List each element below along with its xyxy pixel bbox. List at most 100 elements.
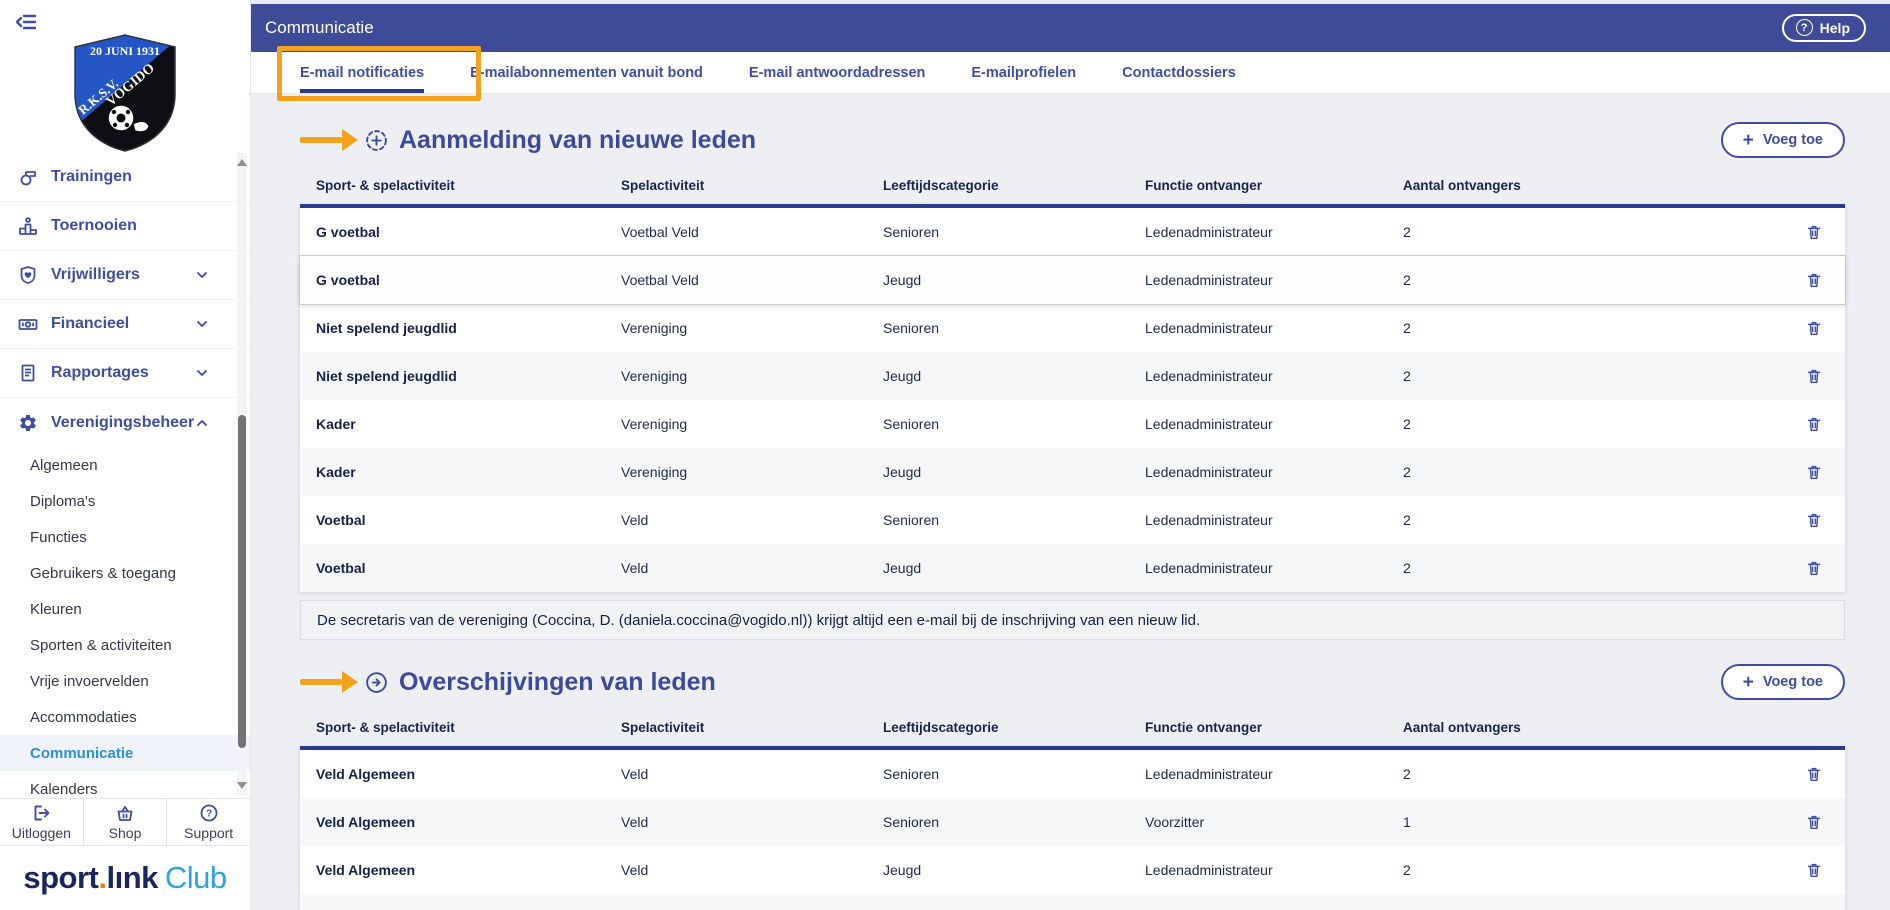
table-row[interactable]: Veld Algemeen Veld Senioren Voorzitter 1 — [300, 798, 1845, 846]
table-row[interactable]: Voetbal Veld Senioren Ledenadministrateu… — [300, 496, 1845, 544]
delete-row-button[interactable] — [1805, 319, 1823, 337]
support-button[interactable]: ? Support — [167, 799, 250, 845]
heart-shield-icon — [18, 265, 38, 285]
sportlink-club-logo: sport. lınk Club — [23, 860, 227, 895]
gear-icon — [18, 413, 38, 433]
main-area: Communicatie ? Help E-mail notificaties … — [251, 0, 1890, 910]
scroll-down-icon[interactable] — [237, 782, 247, 789]
delete-row-button[interactable] — [1805, 861, 1823, 879]
trash-icon — [1807, 321, 1821, 336]
chevron-up-icon — [194, 415, 210, 431]
sidebar-item-financieel[interactable]: Financieel — [0, 300, 250, 349]
chevron-down-icon — [194, 316, 210, 332]
sidebar-menu: Trainingen Toernooien Vrijwilligers Fina… — [0, 153, 250, 798]
sidebar-item-kalenders[interactable]: Kalenders — [30, 780, 98, 798]
add-button[interactable]: + Voeg toe — [1720, 664, 1845, 700]
question-circle-icon: ? — [199, 803, 219, 823]
delete-row-button[interactable] — [1805, 765, 1823, 783]
table-row[interactable]: Veld Algemeen Veld Jeugd Ledenadministra… — [300, 846, 1845, 894]
trash-icon — [1807, 417, 1821, 432]
top-strip — [251, 0, 1890, 4]
table-row[interactable]: Kader Vereniging Senioren Ledenadministr… — [300, 400, 1845, 448]
sidebar-item-gebruikers-toegang[interactable]: Gebruikers & toegang — [30, 564, 176, 582]
sidebar-footer: Uitloggen Shop ? Support — [0, 798, 250, 846]
secretary-note: De secretaris van de vereniging (Coccina… — [300, 600, 1845, 640]
sidebar-item-accommodaties[interactable]: Accommodaties — [30, 708, 137, 726]
table-header: Sport- & spelactiviteit Spelactiviteit L… — [316, 719, 1521, 735]
sidebar-item-kleuren[interactable]: Kleuren — [30, 600, 82, 618]
basket-icon — [115, 803, 135, 823]
sidebar: 20 JUNI 1931 R.K.S.V. VOGIDO Trainingen — [0, 0, 251, 910]
annotation-arrow — [300, 671, 358, 693]
sidebar-item-verenigingsbeheer[interactable]: Verenigingsbeheer — [0, 398, 250, 447]
table-row[interactable]: Veld Algemeen Veld Jeugd Voorzitter 1 — [300, 894, 1845, 910]
svg-text:?: ? — [206, 809, 212, 820]
table-row[interactable]: Veld Algemeen Veld Senioren Ledenadminis… — [300, 750, 1845, 798]
sidebar-scrollbar[interactable] — [237, 153, 247, 795]
delete-row-button[interactable] — [1805, 271, 1823, 289]
trash-icon — [1807, 225, 1821, 240]
trash-icon — [1807, 815, 1821, 830]
club-logo: 20 JUNI 1931 R.K.S.V. VOGIDO — [71, 32, 179, 154]
trash-icon — [1807, 767, 1821, 782]
sidebar-item-vrijwilligers[interactable]: Vrijwilligers — [0, 251, 250, 300]
podium-icon — [18, 216, 38, 236]
section-header-overschijvingen: Overschijvingen van leden + Voeg toe — [300, 660, 1845, 704]
table-row[interactable]: Kader Vereniging Jeugd Ledenadministrate… — [300, 448, 1845, 496]
sidebar-item-sporten-activiteiten[interactable]: Sporten & activiteiten — [30, 636, 172, 654]
scrollbar-thumb[interactable] — [238, 415, 246, 748]
page-title: Communicatie — [265, 18, 374, 37]
report-icon — [18, 363, 38, 383]
trash-icon — [1807, 561, 1821, 576]
delete-row-button[interactable] — [1805, 463, 1823, 481]
table-row[interactable]: Niet spelend jeugdlid Vereniging Seniore… — [300, 304, 1845, 352]
dashed-circle-plus-icon — [364, 128, 389, 153]
sidebar-item-algemeen[interactable]: Algemeen — [30, 456, 98, 474]
trash-icon — [1807, 369, 1821, 384]
section-header-aanmelding: Aanmelding van nieuwe leden + Voeg toe — [300, 118, 1845, 162]
sidebar-item-vrije-invoervelden[interactable]: Vrije invoervelden — [30, 672, 149, 690]
delete-row-button[interactable] — [1805, 223, 1823, 241]
whistle-icon — [18, 167, 38, 187]
table-row[interactable]: Niet spelend jeugdlid Vereniging Jeugd L… — [300, 352, 1845, 400]
tab-emailabonnementen-vanuit-bond[interactable]: E-mailabonnementen vanuit bond — [470, 52, 703, 93]
sidebar-item-diplomas[interactable]: Diploma's — [30, 492, 96, 510]
delete-row-button[interactable] — [1805, 367, 1823, 385]
table-row[interactable]: Voetbal Veld Jeugd Ledenadministrateur 2 — [300, 544, 1845, 592]
submenu-verenigingsbeheer: Algemeen Diploma's Functies Gebruikers &… — [0, 447, 250, 798]
delete-row-button[interactable] — [1805, 559, 1823, 577]
content-area: Aanmelding van nieuwe leden + Voeg toe S… — [251, 94, 1890, 910]
tab-contactdossiers[interactable]: Contactdossiers — [1122, 52, 1236, 93]
collapse-sidebar-icon[interactable] — [14, 10, 38, 34]
tab-email-notificaties[interactable]: E-mail notificaties — [300, 52, 424, 93]
add-button[interactable]: + Voeg toe — [1720, 122, 1845, 158]
sidebar-item-trainingen[interactable]: Trainingen — [0, 153, 250, 202]
logout-button[interactable]: Uitloggen — [0, 799, 84, 845]
shop-button[interactable]: Shop — [84, 799, 168, 845]
sidebar-item-communicatie[interactable]: Communicatie — [0, 735, 250, 771]
scroll-up-icon[interactable] — [237, 159, 247, 166]
table-header: Sport- & spelactiviteit Spelactiviteit L… — [316, 177, 1521, 193]
annotation-arrow — [300, 129, 358, 151]
delete-row-button[interactable] — [1805, 511, 1823, 529]
trash-icon — [1807, 273, 1821, 288]
section-title: Overschijvingen van leden — [399, 667, 716, 696]
sidebar-item-functies[interactable]: Functies — [30, 528, 87, 546]
table-row[interactable]: G voetbal Voetbal Veld Senioren Ledenadm… — [300, 208, 1845, 256]
help-button[interactable]: ? Help — [1781, 14, 1866, 42]
chevron-down-icon — [194, 267, 210, 283]
tab-emailprofielen[interactable]: E-mailprofielen — [971, 52, 1076, 93]
svg-text:20 JUNI 1931: 20 JUNI 1931 — [90, 44, 160, 58]
notifications-table: G voetbal Voetbal Veld Senioren Ledenadm… — [300, 204, 1845, 592]
plus-icon: + — [1742, 129, 1754, 151]
sidebar-item-toernooien[interactable]: Toernooien — [0, 202, 250, 251]
arrow-circle-right-icon — [364, 670, 389, 695]
plus-icon: + — [1742, 671, 1754, 693]
delete-row-button[interactable] — [1805, 813, 1823, 831]
table-row[interactable]: G voetbal Voetbal Veld Jeugd Ledenadmini… — [300, 256, 1845, 304]
logout-icon — [31, 803, 51, 823]
tab-email-antwoordadressen[interactable]: E-mail antwoordadressen — [749, 52, 925, 93]
sidebar-item-rapportages[interactable]: Rapportages — [0, 349, 250, 398]
section-title: Aanmelding van nieuwe leden — [399, 125, 757, 154]
delete-row-button[interactable] — [1805, 415, 1823, 433]
